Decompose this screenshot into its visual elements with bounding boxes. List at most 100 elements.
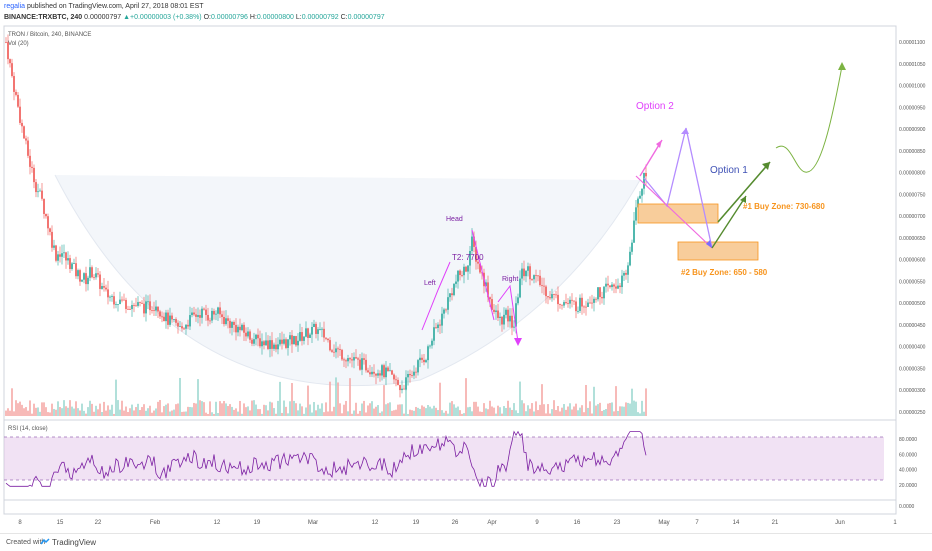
candle-body bbox=[79, 270, 81, 282]
rsi-tick-label: 80.0000 bbox=[899, 437, 917, 443]
volume-bar bbox=[407, 413, 409, 416]
volume-bar bbox=[41, 402, 43, 416]
volume-bar bbox=[415, 406, 417, 416]
volume-bar bbox=[169, 411, 171, 416]
time-tick-label: 8 bbox=[18, 520, 22, 526]
time-tick-label: 22 bbox=[95, 520, 102, 526]
candle-body bbox=[163, 316, 165, 322]
candle-body bbox=[115, 304, 117, 306]
volume-bar bbox=[471, 411, 473, 416]
candle-body bbox=[199, 315, 201, 318]
candle-body bbox=[393, 374, 395, 380]
candle-body bbox=[619, 285, 621, 288]
candle-body bbox=[415, 371, 417, 373]
candle-body bbox=[17, 94, 19, 107]
candle-body bbox=[391, 370, 393, 375]
volume-bar bbox=[503, 406, 505, 416]
volume-bar bbox=[269, 401, 271, 416]
candle-body bbox=[371, 371, 373, 375]
candle-body bbox=[395, 379, 397, 381]
candle-body bbox=[633, 220, 635, 243]
symbol-line: BINANCE:TRXBTC, 240 0.00000797 ▲+0.00000… bbox=[4, 14, 385, 21]
candle-body bbox=[455, 281, 457, 284]
cup-formation bbox=[54, 174, 641, 387]
candle-body bbox=[641, 188, 643, 196]
candle-body bbox=[521, 268, 523, 279]
candle-body bbox=[73, 263, 75, 265]
candle-body bbox=[149, 301, 151, 311]
candle-body bbox=[43, 198, 45, 214]
candle-body bbox=[285, 339, 287, 348]
volume-bar bbox=[459, 410, 461, 416]
candle-body bbox=[89, 267, 91, 278]
candle-body bbox=[105, 287, 107, 290]
volume-bar bbox=[317, 404, 319, 416]
candle-body bbox=[325, 337, 327, 339]
volume-bar bbox=[593, 386, 595, 416]
volume-bar bbox=[31, 413, 33, 416]
time-tick-label: 7 bbox=[695, 520, 699, 526]
volume-bar bbox=[77, 408, 79, 416]
rsi-legend: RSI (14, close) bbox=[8, 426, 48, 432]
volume-bar bbox=[589, 401, 591, 416]
volume-bar bbox=[543, 404, 545, 416]
tradingview-brand[interactable]: TradingView bbox=[52, 538, 97, 547]
candle-body bbox=[439, 324, 441, 326]
volume-bar bbox=[139, 410, 141, 416]
candle-body bbox=[283, 339, 285, 344]
candle-body bbox=[71, 263, 73, 269]
volume-bar bbox=[397, 404, 399, 416]
volume-bar bbox=[371, 401, 373, 416]
volume-bar bbox=[361, 403, 363, 416]
volume-bar bbox=[37, 407, 39, 416]
volume-bar bbox=[225, 403, 227, 416]
buy-zone-2-label: #2 Buy Zone: 650 - 580 bbox=[681, 268, 768, 277]
volume-bar bbox=[277, 400, 279, 416]
candle-body bbox=[211, 310, 213, 321]
volume-bar bbox=[73, 408, 75, 416]
volume-bar bbox=[413, 410, 415, 416]
candle-body bbox=[181, 326, 183, 329]
candle-body bbox=[255, 334, 257, 340]
rsi-tick-label: 20.0000 bbox=[899, 483, 917, 489]
candle-body bbox=[443, 309, 445, 314]
volume-bar bbox=[197, 379, 199, 416]
candle-body bbox=[55, 245, 57, 261]
candle-body bbox=[579, 297, 581, 311]
candle-body bbox=[563, 302, 565, 306]
volume-bar bbox=[47, 412, 49, 416]
author-link[interactable]: regalia bbox=[4, 3, 26, 10]
candle-body bbox=[269, 340, 271, 349]
time-tick-label: May bbox=[658, 520, 669, 526]
volume-bar bbox=[473, 401, 475, 416]
candle-body bbox=[321, 328, 323, 330]
rsi-band bbox=[4, 437, 884, 480]
volume-bar bbox=[27, 410, 29, 416]
volume-bar bbox=[121, 400, 123, 416]
candle-body bbox=[459, 270, 461, 276]
candle-body bbox=[337, 348, 339, 350]
volume-bar bbox=[359, 410, 361, 416]
volume-bar bbox=[451, 401, 453, 416]
candle-body bbox=[365, 359, 367, 371]
volume-bar bbox=[583, 412, 585, 416]
candle-body bbox=[107, 289, 109, 298]
candle-body bbox=[361, 358, 363, 370]
volume-bar bbox=[403, 413, 405, 416]
candle-body bbox=[405, 377, 407, 390]
price-tick-label: 0.00001000 bbox=[899, 84, 926, 90]
price-chart[interactable]: 0.00001100 0.00001050 0.00001000 0.00000950… bbox=[0, 0, 932, 533]
rsi-line bbox=[5, 430, 647, 488]
volume-bar bbox=[553, 400, 555, 416]
candle-body bbox=[379, 373, 381, 376]
candle-body bbox=[93, 277, 95, 279]
volume-bar bbox=[551, 409, 553, 416]
candle-body bbox=[9, 59, 11, 64]
candle-body bbox=[565, 302, 567, 304]
volume-bar bbox=[559, 411, 561, 416]
volume-bar bbox=[223, 400, 225, 416]
volume-bar bbox=[421, 405, 423, 416]
volume-bar bbox=[13, 411, 15, 416]
candle-body bbox=[47, 216, 49, 229]
option1-label: Option 1 bbox=[710, 165, 748, 176]
